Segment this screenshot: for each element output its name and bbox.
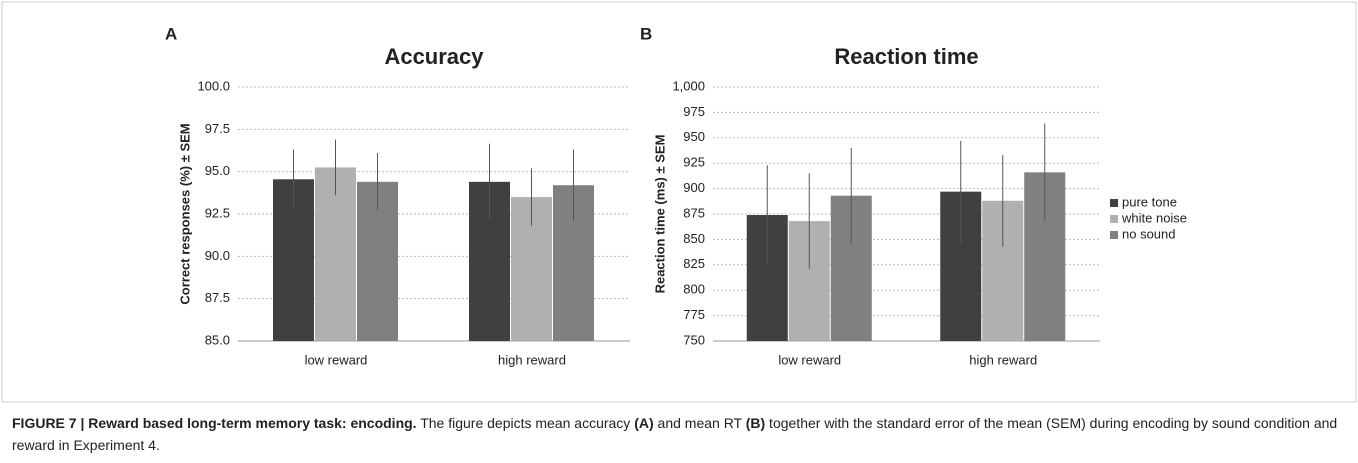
y-axis-label: Correct responses (%) ± SEM <box>177 123 192 304</box>
chart-title: Reaction time <box>834 44 978 69</box>
figure: A Accuracy Correct responses (%) ± SEM 85.0… <box>1 1 1357 403</box>
y-tick-label: 850 <box>683 231 705 246</box>
y-tick-label: 800 <box>683 282 705 297</box>
legend-label: white noise <box>1121 210 1187 225</box>
caption-part: and mean RT <box>653 415 746 431</box>
y-tick-label: 90.0 <box>205 248 230 263</box>
y-tick-label: 925 <box>683 155 705 170</box>
caption: FIGURE 7 | Reward based long-term memory… <box>12 412 1348 456</box>
y-tick-label: 875 <box>683 205 705 220</box>
chart-title: Accuracy <box>384 44 484 69</box>
panel-label: A <box>165 24 177 43</box>
panel-label: B <box>640 24 652 43</box>
legend-swatch <box>1110 199 1118 207</box>
x-tick-label: high reward <box>498 352 566 367</box>
y-axis-label: Reaction time (ms) ± SEM <box>652 135 667 294</box>
y-tick-label: 975 <box>683 104 705 119</box>
y-tick-label: 825 <box>683 256 705 271</box>
legend-label: pure tone <box>1122 194 1177 209</box>
x-tick-label: high reward <box>969 352 1037 367</box>
x-tick-label: low reward <box>305 352 368 367</box>
caption-part: together with the standard error of the … <box>12 415 1342 453</box>
y-tick-label: 95.0 <box>205 163 230 178</box>
y-tick-label: 1,000 <box>672 78 705 93</box>
y-tick-label: 92.5 <box>205 205 230 220</box>
y-tick-label: 85.0 <box>205 332 230 347</box>
y-tick-label: 750 <box>683 332 705 347</box>
legend-swatch <box>1110 215 1118 223</box>
legend-swatch <box>1110 231 1118 239</box>
y-tick-label: 100.0 <box>197 78 230 93</box>
frame <box>1 1 1357 403</box>
caption-part: (B) <box>745 415 766 431</box>
caption-part: The figure depicts mean accuracy <box>416 415 635 431</box>
caption-part: (A) <box>634 415 654 431</box>
y-tick-label: 775 <box>683 307 705 322</box>
bar <box>315 167 356 341</box>
y-tick-label: 87.5 <box>205 290 230 305</box>
y-tick-label: 950 <box>683 129 705 144</box>
caption-part: FIGURE 7 | Reward based long-term memory… <box>12 415 417 431</box>
y-tick-label: 97.5 <box>205 121 230 136</box>
y-tick-label: 900 <box>683 180 705 195</box>
x-tick-label: low reward <box>778 352 841 367</box>
legend-label: no sound <box>1122 226 1176 241</box>
